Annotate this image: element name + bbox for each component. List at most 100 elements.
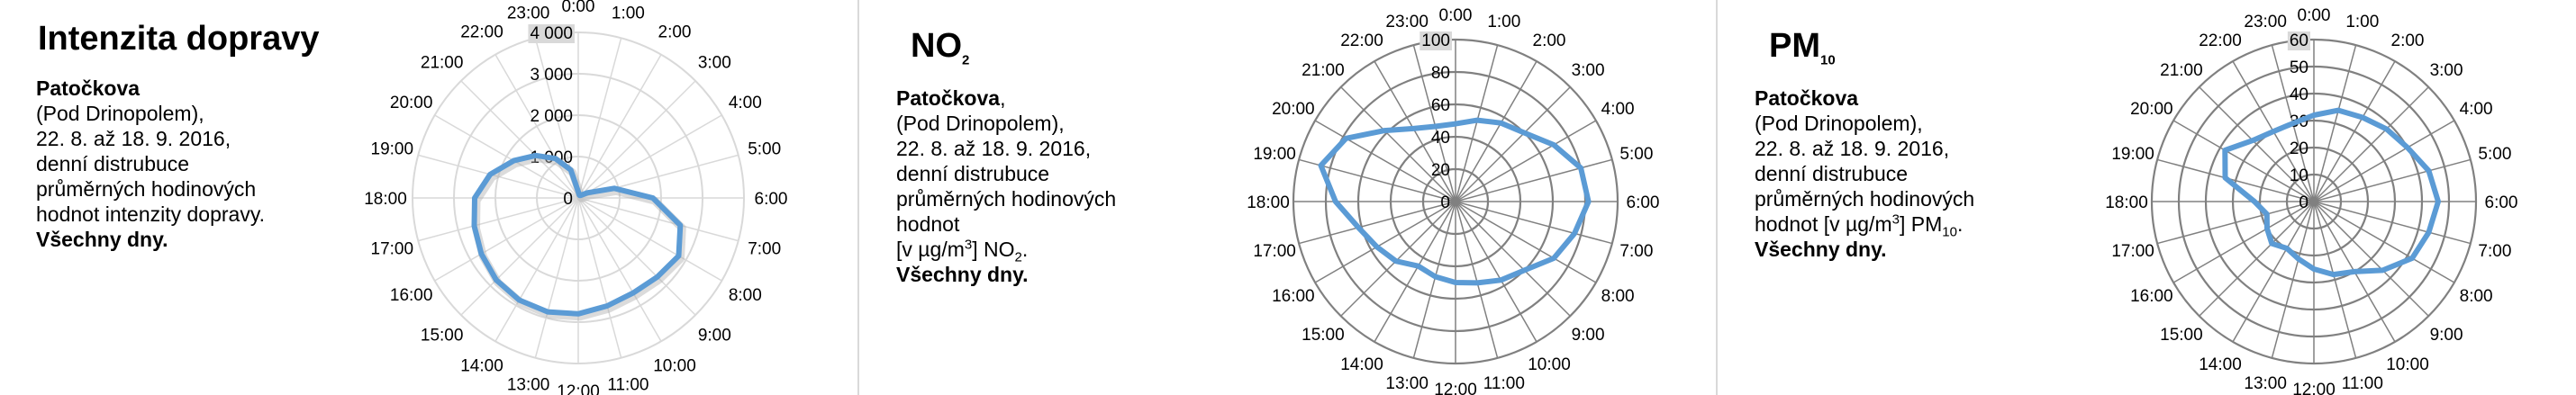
radar-category-label: 5:00 [2478,145,2511,164]
radar-category-label: 14:00 [1340,355,1383,374]
radar-category-label: 10:00 [2386,355,2429,374]
radar-tick-label: 100 [1421,31,1450,50]
panel-title: PM10 [1769,27,1836,67]
radar-category-label: 15:00 [2160,326,2203,345]
radar-category-label: 23:00 [507,4,550,22]
panel-pm10: PM10 Patočkova (Pod Drinopolem), 22. 8. … [1717,0,2575,395]
radar-category-label: 14:00 [2199,355,2242,374]
radar-category-label: 20:00 [2130,100,2173,119]
radar-point [1433,274,1438,279]
radar-tick-label: 60 [2290,31,2308,50]
radar-spoke [1455,60,1537,202]
radar-category-label: 1:00 [612,4,645,22]
desc-location: Patočkova [896,86,1001,110]
radar-category-label: 12:00 [2292,381,2336,395]
radar-gridline [494,114,662,282]
radar-point [487,172,493,177]
unit-post: ] NO [972,238,1015,261]
panel-divider [1716,0,1718,395]
panel-no2: NO2 Patočkova, (Pod Drinopolem), 22. 8. … [858,0,1717,395]
radar-tick-label: 20 [1431,161,1450,180]
radar-category-label: 7:00 [2478,242,2511,261]
radar-category-label: 13:00 [2244,374,2287,393]
radar-category-label: 4:00 [1601,100,1635,119]
radar-category-label: 7:00 [1619,242,1653,261]
radar-gridline [536,156,621,240]
radar-point [1521,130,1527,136]
desc-location-line: Patočkova, [896,86,1006,110]
radar-point [1474,118,1480,123]
radar-point [553,156,558,161]
radar-point [2311,266,2317,272]
unit-end: . [1956,212,1964,236]
radar-category-label: 6:00 [1627,193,1660,212]
panel-description: Patočkova, (Pod Drinopolem), 22. 8. až 1… [896,85,1220,287]
radar-category-label: 19:00 [2111,145,2154,164]
radar-point [1474,280,1480,285]
radar-point [1572,230,1577,236]
radar-gridline [1292,38,1619,365]
radar-category-label: 2:00 [2391,31,2425,50]
radar-point [2284,246,2290,251]
radar-point [650,195,656,201]
radar-point [1453,280,1458,285]
desc-line: průměrných hodinových [36,177,257,201]
radar-category-label: 7:00 [748,239,781,258]
desc-line: průměrných hodinových [896,187,1117,211]
radar-spoke [1455,201,1597,283]
radar-gridline [1389,135,1522,268]
radar-gridline [2231,119,2397,284]
title-main: PM [1769,27,1820,65]
radar-point [545,310,550,315]
radar-point [1393,258,1399,264]
radar-category-label: 5:00 [748,140,781,159]
radar-tick-label: 0 [2299,193,2308,212]
radar-category-label: 18:00 [364,190,407,209]
radar-point [1318,163,1323,168]
radar-spoke [1455,201,1571,317]
radar-category-label: 23:00 [1385,13,1429,31]
radar-category-label: 2:00 [1533,31,1566,50]
radar-gridline [1324,70,1587,333]
radar-point [2271,129,2276,134]
radar-point [1521,267,1527,273]
radar-tick-label: 4 000 [530,24,573,43]
radar-point [1498,121,1503,126]
desc-line: 22. 8. až 18. 9. 2016, [36,127,231,150]
desc-line: hodnot intenzity dopravy. [36,202,266,226]
radar-point [2250,138,2255,143]
radar-tick-label: 3 000 [530,66,573,85]
desc-line: hodnot [896,212,960,236]
radar-spoke [1314,120,1456,202]
radar-gridline [2258,146,2370,257]
radar-spoke [1374,60,1456,202]
radar-category-label: 21:00 [1302,61,1345,80]
radar-point [1586,199,1592,204]
radar-category-label: 18:00 [2105,193,2148,212]
radar-tick-label: 0 [563,190,573,209]
desc-line: (Pod Drinopolem), [896,112,1065,135]
radar-point [2311,112,2317,118]
panel-description: Patočkova (Pod Drinopolem), 22. 8. až 18… [1755,85,2079,262]
radar-category-label: 17:00 [2111,242,2154,261]
unit-sub: 2 [1014,249,1022,265]
desc-days: Všechny dny. [896,263,1029,286]
radar-category-label: 13:00 [1385,374,1429,393]
radar-category-label: 22:00 [2199,31,2242,50]
radar-category-label: 13:00 [507,376,550,395]
radar-category-label: 11:00 [2342,374,2383,393]
radar-point [516,298,522,303]
radar-point [2296,256,2301,262]
radar-category-label: 15:00 [421,326,464,345]
radar-category-label: 6:00 [2485,193,2518,212]
radar-category-label: 10:00 [1528,355,1571,374]
radar-point [677,222,683,228]
panel-traffic-intensity: Intenzita dopravy Patočkova (Pod Drinopo… [0,0,858,395]
radar-category-label: 8:00 [1601,287,1635,306]
desc-line: denní distrubuce [1755,162,1909,185]
radar-spoke [1455,158,1613,202]
radar-point [2222,148,2227,153]
radar-spoke [1314,201,1456,283]
radar-category-label: 20:00 [1272,100,1315,119]
